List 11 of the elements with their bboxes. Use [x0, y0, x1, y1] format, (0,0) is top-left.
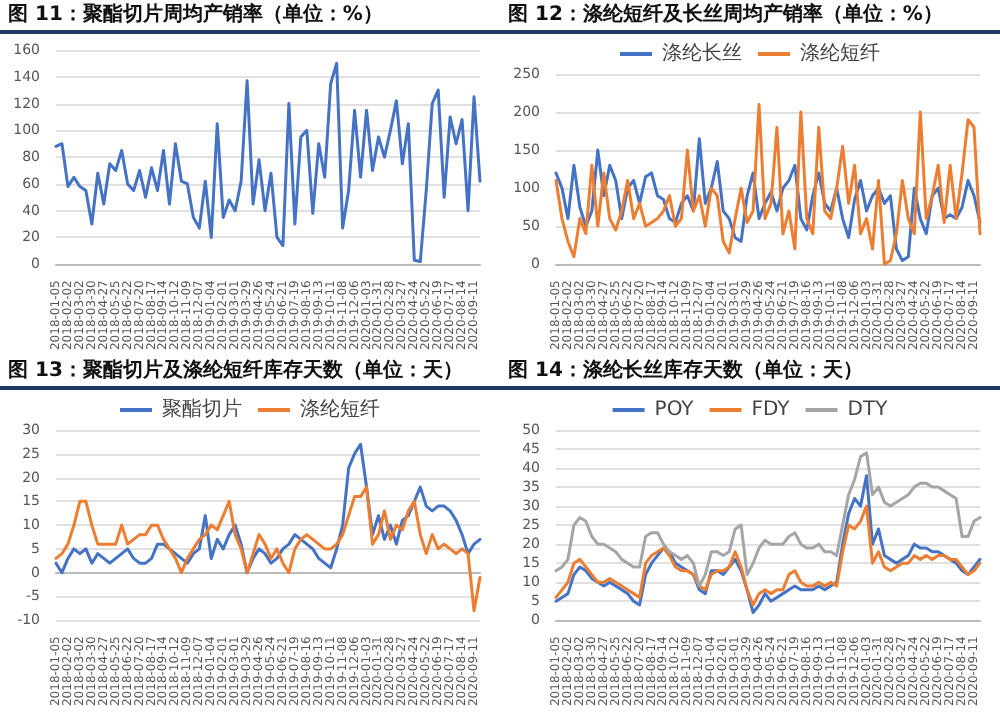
legend-label: POY: [654, 399, 696, 421]
chart-title: 图 13：聚酯切片及涤纶短纤库存天数（单位：天）: [0, 356, 500, 390]
chart-title: 图 11：聚酯切片周均产销率（单位：%）: [0, 0, 500, 34]
legend-label: DTY: [847, 399, 890, 421]
legend-label: 聚酯切片: [162, 397, 242, 421]
chart-title: 图 12：涤纶短纤及长丝周均产销率（单位：%）: [500, 0, 1000, 34]
legend-label: 涤纶长丝: [662, 41, 742, 65]
legend-label: 涤纶短纤: [800, 41, 880, 65]
legend-label: 涤纶短纤: [300, 397, 380, 421]
chart-title: 图 14：涤纶长丝库存天数（单位：天）: [500, 356, 1000, 390]
legend-label: FDY: [751, 399, 792, 421]
